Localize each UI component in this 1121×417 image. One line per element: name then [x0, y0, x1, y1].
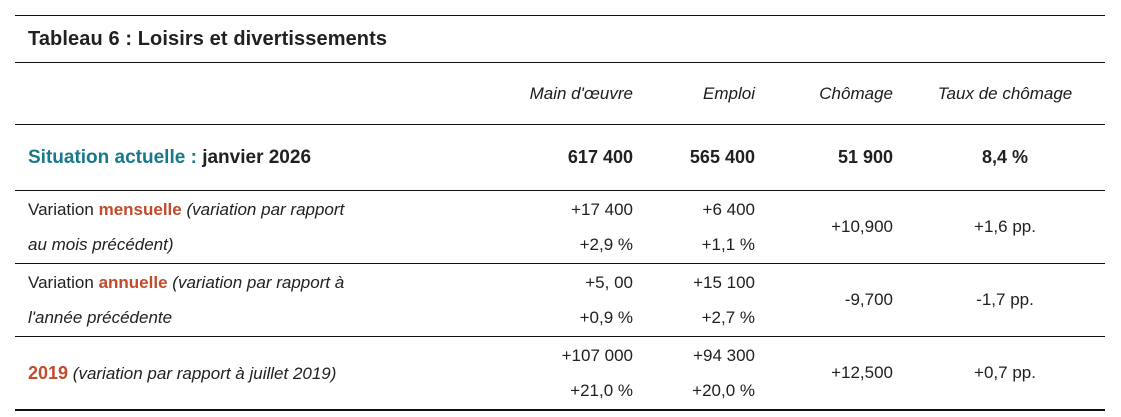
annuelle-taux: -1,7 pp. — [976, 290, 1034, 309]
annuelle-label-note-1: (variation par rapport à — [172, 273, 345, 292]
col-header-main-doeuvre: Main d'œuvre — [529, 83, 633, 103]
annuelle-main-doeuvre-abs: +5, 00 — [585, 273, 633, 292]
row-situation-actuelle: Situation actuelle : janvier 2026 617 40… — [15, 125, 1106, 191]
situation-main-doeuvre: 617 400 — [567, 147, 633, 167]
y2019-main-doeuvre-cell: +107 000 +21,0 % — [470, 337, 633, 411]
mensuelle-main-doeuvre-abs: +17 400 — [571, 200, 633, 219]
y2019-taux: +0,7 pp. — [974, 363, 1036, 382]
y2019-chomage: +12,500 — [831, 363, 893, 382]
annuelle-main-doeuvre-pct: +0,9 % — [579, 308, 633, 327]
annuelle-emploi-pct: +2,7 % — [701, 308, 755, 327]
header-spacer-cell — [15, 63, 470, 125]
mensuelle-label-keyword: mensuelle — [98, 200, 182, 219]
mensuelle-label-cell: Variation mensuelle (variation par rappo… — [15, 191, 470, 264]
mensuelle-main-doeuvre-cell: +17 400 +2,9 % — [470, 191, 633, 264]
y2019-emploi-pct: +20,0 % — [692, 381, 755, 400]
y2019-label-cell: 2019 (variation par rapport à juillet 20… — [15, 337, 470, 411]
situation-label-cell: Situation actuelle : janvier 2026 — [15, 125, 470, 191]
labour-stats-table: Tableau 6 : Loisirs et divertissements M… — [15, 15, 1106, 411]
y2019-label-note: (variation par rapport à juillet 2019) — [72, 363, 337, 383]
table-title-row: Tableau 6 : Loisirs et divertissements — [15, 15, 1106, 63]
situation-chomage: 51 900 — [837, 147, 893, 167]
mensuelle-chomage: +10,900 — [831, 217, 893, 236]
col-header-emploi: Emploi — [703, 83, 755, 103]
annuelle-main-doeuvre-cell: +5, 00 +0,9 % — [470, 264, 633, 337]
mensuelle-emploi-cell: +6 400 +1,1 % — [633, 191, 755, 264]
annuelle-emploi-cell: +15 100 +2,7 % — [633, 264, 755, 337]
y2019-main-doeuvre-pct: +21,0 % — [570, 381, 633, 400]
col-header-taux-chomage: Taux de chômage — [937, 83, 1073, 103]
column-header-row: Main d'œuvre Emploi Chômage Taux de chôm… — [15, 63, 1106, 125]
y2019-label-keyword: 2019 — [28, 362, 69, 383]
row-variation-annuelle: Variation annuelle (variation par rappor… — [15, 264, 1106, 337]
annuelle-label-cell: Variation annuelle (variation par rappor… — [15, 264, 470, 337]
situation-taux: 8,4 % — [981, 147, 1029, 167]
mensuelle-label-start: Variation — [28, 200, 94, 219]
situation-label-date: janvier 2026 — [202, 146, 312, 168]
y2019-main-doeuvre-abs: +107 000 — [561, 346, 633, 365]
mensuelle-taux: +1,6 pp. — [974, 217, 1036, 236]
mensuelle-main-doeuvre-pct: +2,9 % — [579, 235, 633, 254]
annuelle-label-keyword: annuelle — [98, 273, 168, 292]
annuelle-chomage: -9,700 — [844, 290, 893, 309]
table-title: Tableau 6 : Loisirs et divertissements — [28, 27, 388, 50]
row-variation-mensuelle: Variation mensuelle (variation par rappo… — [15, 191, 1106, 264]
row-variation-2019: 2019 (variation par rapport à juillet 20… — [15, 337, 1106, 411]
mensuelle-label-note-1: (variation par rapport — [186, 200, 345, 219]
y2019-emploi-cell: +94 300 +20,0 % — [633, 337, 755, 411]
col-header-chomage: Chômage — [819, 83, 893, 103]
annuelle-label-start: Variation — [28, 273, 94, 292]
y2019-emploi-abs: +94 300 — [693, 346, 755, 365]
mensuelle-emploi-pct: +1,1 % — [701, 235, 755, 254]
mensuelle-label-note-2: au mois précédent) — [28, 235, 174, 254]
mensuelle-emploi-abs: +6 400 — [702, 200, 755, 219]
situation-label-accent: Situation actuelle : — [28, 146, 197, 168]
annuelle-emploi-abs: +15 100 — [693, 273, 755, 292]
situation-emploi: 565 400 — [689, 147, 755, 167]
annuelle-label-note-2: l'année précédente — [28, 308, 173, 327]
